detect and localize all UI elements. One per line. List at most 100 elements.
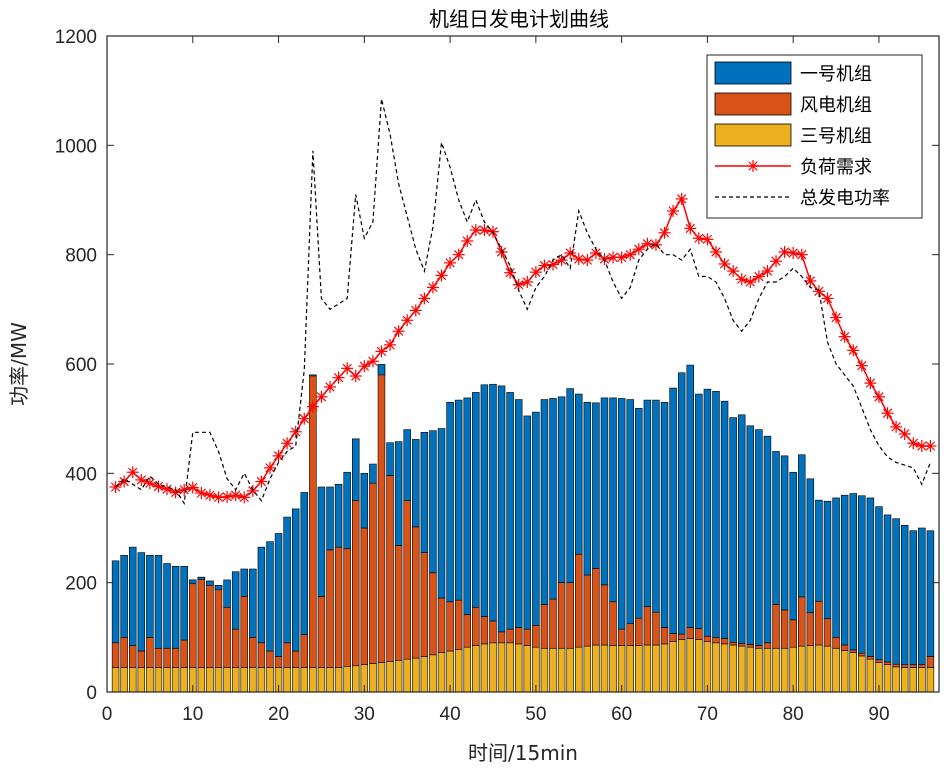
bar-unit3-78 [772,647,780,693]
bar-unit1-89 [866,497,875,657]
y-axis-ticks: 0 200 400 600 800 1000 1200 [55,27,939,704]
load-marker-44 [478,224,491,237]
load-marker-74 [735,273,748,286]
load-marker-1 [109,481,122,493]
bar-unit3-15 [231,667,240,693]
load-marker-46 [495,245,508,258]
bar-unit3-14 [223,667,231,693]
load-marker-81 [795,248,808,261]
load-marker-37 [418,292,431,305]
bar-unit3-63 [643,644,652,693]
bar-unit3-73 [729,644,737,693]
bar-unit1-28 [343,471,351,550]
bar-wind-46 [497,631,506,644]
load-marker-25 [315,390,328,403]
bar-unit3-42 [463,646,471,693]
bar-unit1-74 [737,414,746,644]
bar-unit3-25 [317,667,326,693]
bar-unit1-29 [352,438,360,501]
load-marker-75 [744,276,757,288]
load-marker-82 [804,274,817,287]
bar-unit1-10 [189,579,197,585]
load-marker-60 [615,251,628,264]
load-marker-54 [564,247,577,260]
bar-wind-49 [523,628,532,646]
bar-wind-92 [892,663,900,668]
bar-wind-53 [557,582,566,649]
load-marker-9 [178,483,191,496]
x-tick-label: 90 [868,704,889,725]
bar-wind-59 [609,601,617,646]
bar-wind-83 [815,600,823,646]
load-marker-68 [684,222,697,235]
bar-unit3-9 [180,667,188,693]
bar-unit1-21 [283,516,291,644]
load-marker-39 [435,269,448,282]
load-marker-55 [572,253,585,266]
load-marker-86 [838,330,851,343]
bar-wind-40 [446,601,454,652]
bar-wind-25 [317,596,326,668]
bar-unit3-34 [394,659,403,693]
bar-unit3-65 [660,643,669,693]
legend-wind: 风电机组 [714,92,872,116]
load-marker-79 [778,245,791,258]
bar-unit1-24 [309,374,317,377]
bar-wind-1 [111,642,120,668]
bar-unit1-36 [412,439,420,528]
bar-unit1-48 [514,399,523,628]
bar-unit1-64 [652,399,660,613]
load-marker-7 [161,483,174,496]
bar-unit1-50 [532,411,540,626]
bar-unit3-67 [677,639,686,693]
bar-unit3-56 [583,645,592,693]
bar-unit3-77 [763,647,772,693]
bar-unit3-83 [815,644,823,693]
bar-wind-72 [720,638,729,645]
bar-wind-38 [429,572,437,656]
bar-unit1-40 [446,401,454,603]
bar-unit1-77 [763,435,772,644]
y-tick-label: 200 [65,574,97,595]
load-marker-67 [675,192,688,205]
bar-unit1-45 [489,383,497,622]
bar-wind-6 [154,647,163,668]
x-tick-label: 20 [268,704,289,725]
bar-wind-89 [866,656,875,660]
bar-wind-51 [540,604,549,649]
load-marker-42 [461,235,474,247]
bar-unit1-57 [592,402,600,569]
bar-wind-31 [369,482,377,664]
bar-unit3-32 [377,662,386,693]
bar-unit1-91 [883,514,892,663]
bar-wind-90 [875,659,883,663]
bar-unit1-31 [369,463,377,484]
bar-unit1-75 [746,425,755,645]
bar-unit3-52 [549,647,557,693]
bar-wind-74 [737,643,746,647]
bar-unit1-56 [583,401,592,576]
bar-wind-55 [575,553,583,648]
bar-wind-58 [600,584,609,646]
bar-unit3-89 [866,658,875,693]
bar-wind-2 [120,637,128,668]
bar-wind-50 [532,625,540,648]
bar-wind-11 [197,576,206,668]
bar-unit3-79 [780,647,789,693]
load-marker-5 [143,477,156,490]
load-marker-18 [255,475,268,488]
bar-unit3-47 [506,642,514,693]
bar-unit1-16 [240,568,248,597]
bar-wind-33 [386,475,394,662]
bar-unit1-26 [326,486,334,551]
bar-unit1-6 [154,555,163,649]
bar-unit1-66 [669,387,677,634]
load-marker-12 [203,489,216,502]
bar-wind-20 [274,656,283,668]
bar-wind-56 [583,574,592,647]
load-marker-65 [658,226,671,239]
x-axis-label: 时间/15min [468,741,578,765]
bar-unit3-51 [540,647,549,693]
bar-wind-44 [480,616,489,645]
bar-unit1-7 [163,563,171,649]
